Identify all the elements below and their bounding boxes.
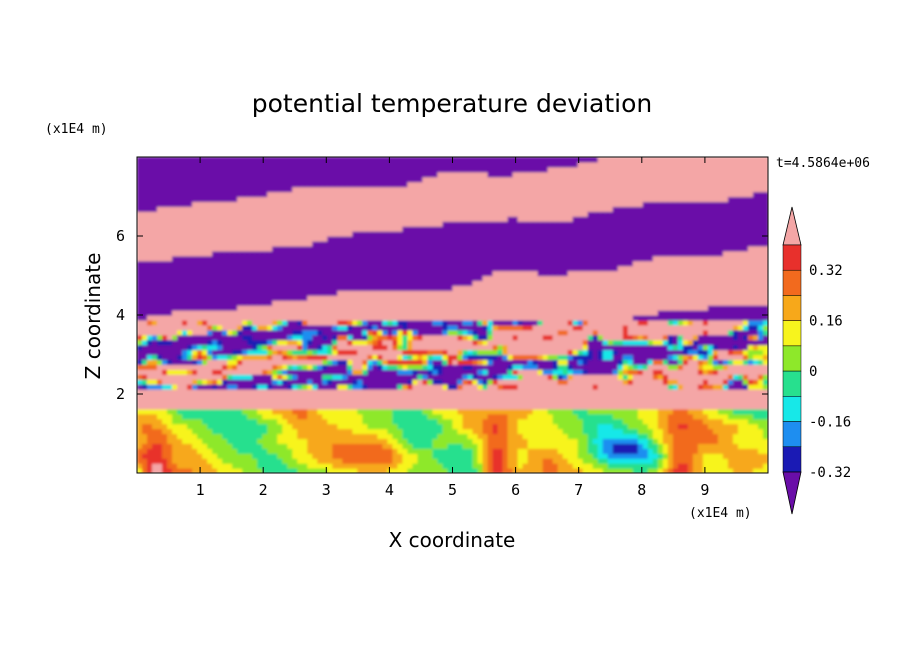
x-tick-label: 7	[574, 481, 583, 499]
colorbar-box	[782, 295, 802, 321]
y-tick-label: 4	[116, 306, 125, 324]
x-tick-label: 3	[322, 481, 331, 499]
colorbar-top-triangle	[782, 206, 802, 246]
colorbar-label: 0	[809, 364, 817, 380]
x-tick-label: 4	[385, 481, 394, 499]
x-axis-label: X coordinate	[389, 528, 516, 552]
x-tick-label: 2	[259, 481, 268, 499]
colorbar-label: -0.16	[809, 415, 851, 431]
x-ticks: 1 2 3 4 5 6 7 8 9	[196, 157, 709, 499]
x-tick-label: 9	[700, 481, 709, 499]
colorbar-box	[782, 320, 802, 347]
colorbar-box	[782, 269, 802, 296]
colorbar-box	[782, 421, 802, 448]
x-tick-label: 5	[448, 481, 457, 499]
y-ticks: 2 4 6	[116, 227, 768, 403]
y-tick-label: 6	[116, 227, 125, 245]
y-tick-label: 2	[116, 385, 125, 403]
time-label: t=4.5864e+06	[776, 156, 870, 171]
chart-title: potential temperature deviation	[252, 89, 652, 118]
colorbar-box	[782, 396, 802, 422]
y-axis-label: Z coordinate	[81, 253, 105, 380]
colorbar-box	[782, 446, 802, 473]
field-area	[137, 157, 768, 473]
colorbar: 0.32 0.16 0 -0.16 -0.32	[782, 206, 851, 515]
colorbar-label: 0.32	[809, 263, 843, 279]
x-tick-label: 6	[511, 481, 520, 499]
colorbar-box	[782, 345, 802, 372]
colorbar-box	[782, 244, 802, 271]
x-unit-label: (x1E4 m)	[689, 506, 752, 521]
x-tick-label: 8	[637, 481, 646, 499]
colorbar-box	[782, 370, 802, 397]
colorbar-bottom-triangle	[782, 471, 802, 515]
x-tick-label: 1	[196, 481, 205, 499]
colorbar-label: 0.16	[809, 314, 843, 330]
colorbar-label: -0.32	[809, 465, 851, 481]
y-unit-label: (x1E4 m)	[45, 122, 108, 137]
